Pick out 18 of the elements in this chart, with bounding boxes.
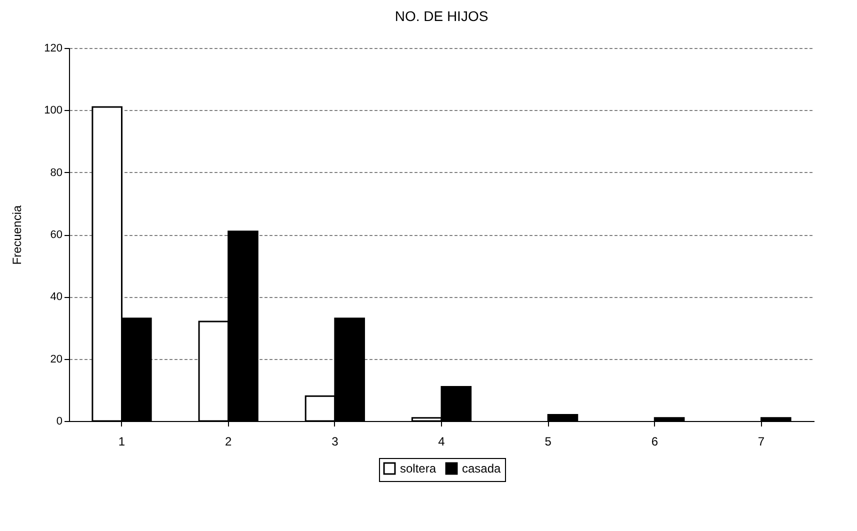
y-tick-label: 100 [44,104,62,117]
y-tick-label: 0 [56,416,62,428]
y-tick-label: 120 [44,42,62,54]
y-tick-label: 60 [50,229,62,241]
x-tick-label: 2 [224,434,232,448]
y-axis-title: Frecuencia [10,205,24,265]
y-tick-label: 20 [50,353,62,366]
legend-label: soltera [400,462,436,476]
chart-title: NO. DE HIJOS [394,8,488,24]
x-tick-label: 3 [332,434,339,448]
x-tick-label: 1 [118,434,126,448]
x-tick-label: 4 [438,434,446,448]
x-tick-label: 5 [544,434,552,448]
x-tick-label: 7 [758,434,765,448]
x-tick-label: 6 [651,434,658,448]
legend-label: casada [462,462,502,476]
y-tick-label: 40 [50,291,62,304]
y-tick-label: 80 [50,166,62,179]
